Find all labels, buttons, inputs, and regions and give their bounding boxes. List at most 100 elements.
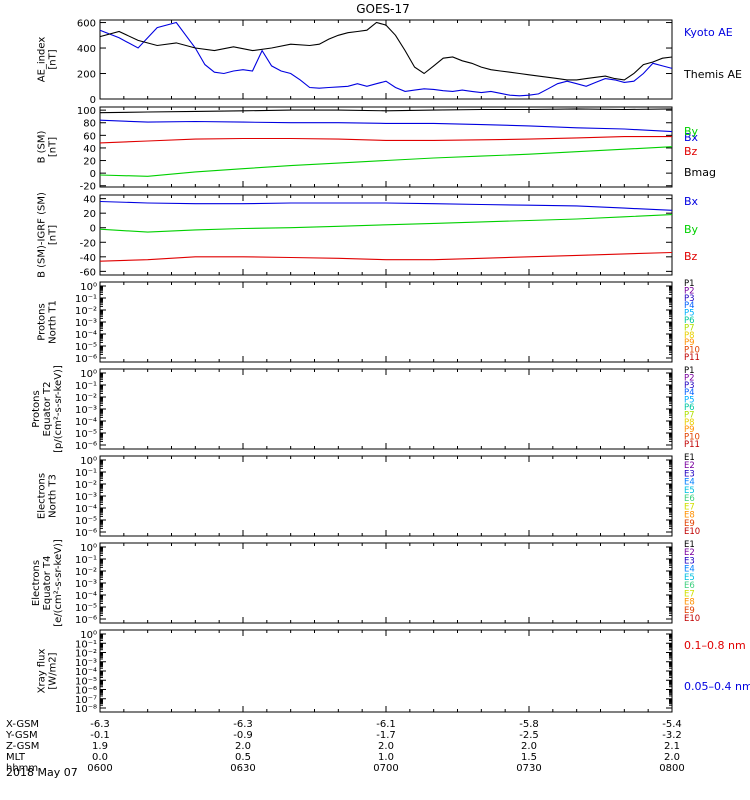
y-axis-label: [nT]: [48, 137, 59, 157]
y-tick-label: 10⁻⁶: [75, 528, 97, 539]
legend-entry: Bz: [684, 145, 698, 158]
legend-entry: P3: [684, 381, 695, 391]
y-axis-label: B (SM)-IGRF (SM): [37, 192, 48, 278]
plot-frame: [99, 368, 673, 450]
y-tick-label: -40: [80, 253, 96, 264]
y-tick-label: 10⁻⁵: [75, 429, 97, 440]
orbit-value: -1.7: [376, 730, 396, 741]
legend-entry: E8: [684, 598, 695, 608]
y-tick-label: 10⁻⁵: [75, 516, 97, 527]
y-tick-label: 200: [77, 70, 96, 81]
y-tick-label: 10⁻³: [75, 579, 97, 590]
y-tick-label: 10⁻²: [75, 567, 97, 578]
series-line-bx: [99, 119, 673, 133]
y-axis-label: B (SM): [37, 130, 48, 163]
y-tick-label: 10⁻³: [75, 658, 97, 669]
legend-entry: Bz: [684, 250, 698, 263]
y-tick-label: 10⁻²: [75, 306, 97, 317]
y-tick-label: 20: [83, 157, 96, 168]
x-axis-labels: X-GSM -6.3 -6.3 -6.1 -5.8 -5.4 Y-GSM -0.1 -0.9 -1…: [5, 719, 685, 774]
y-tick-label: 400: [77, 44, 96, 55]
legend-entry: Bx: [684, 195, 699, 208]
y-tick-label: -20: [80, 182, 96, 193]
plot-frame: [99, 281, 673, 363]
y-tick-label: 10⁻⁶: [75, 354, 97, 365]
legend-entry: P6: [684, 316, 695, 326]
y-tick-label: 10⁻³: [75, 492, 97, 503]
orbit-value: 2.0: [378, 741, 394, 752]
orbit-row-label: MLT: [6, 752, 26, 763]
legend-entry: Kyoto AE: [684, 26, 733, 39]
y-tick-label: 10⁻¹: [75, 555, 97, 566]
orbit-value: 1.9: [92, 741, 108, 752]
series-line-bz: [99, 251, 673, 262]
legend-entry: Bmag: [684, 166, 716, 179]
orbit-value: 1.5: [521, 752, 537, 763]
panel-4: Protons North T1 10⁰10⁻¹10⁻²10⁻³10⁻⁴10⁻⁵10…: [37, 279, 700, 365]
legend-entry: 0.1–0.8 nm: [684, 639, 746, 652]
series-line-bmag: [99, 108, 673, 114]
y-tick-label: 600: [77, 19, 96, 30]
y-tick-label: 10⁻³: [75, 318, 97, 329]
orbit-row-label: Z-GSM: [6, 741, 39, 752]
y-tick-label: 10⁻²: [75, 649, 97, 660]
plot-frame: [99, 629, 673, 713]
orbit-value: -5.4: [662, 719, 682, 730]
legend-entry: P1: [684, 279, 695, 289]
orbit-row-label: hhmm: [6, 763, 38, 774]
legend-entry: P11: [684, 353, 700, 363]
legend-entry: E4: [684, 478, 695, 488]
y-tick-label: 10⁻⁴: [75, 667, 97, 678]
orbit-value: 0630: [230, 763, 255, 774]
legend-entry: E8: [684, 511, 695, 521]
series-line-themis-ae: [99, 21, 673, 81]
legend-entry: P11: [684, 440, 700, 450]
y-tick-label: 10⁰: [80, 543, 97, 554]
y-tick-label: 10⁻¹: [75, 639, 97, 650]
y-tick-label: 40: [83, 195, 96, 206]
legend-entry: E7: [684, 589, 695, 599]
legend-entry: P1: [684, 366, 695, 376]
panel-7: Electrons Equator T4 [e/(cm²-s-sr-keV)] 10⁰…: [31, 539, 700, 627]
y-axis-label: Equator T2: [42, 382, 53, 437]
series-line-bx: [99, 200, 673, 211]
y-axis-label: Protons: [37, 303, 48, 340]
orbit-value: 2.0: [521, 741, 537, 752]
y-tick-label: 10⁻⁷: [75, 695, 97, 706]
panel-3: B (SM)-IGRF (SM) [nT] -60 -40 -20 0 20 40 Bx By Bz: [37, 192, 699, 278]
orbit-value: -0.9: [233, 730, 253, 741]
legend-entry: P5: [684, 309, 695, 319]
orbit-value: 2.0: [664, 752, 680, 763]
orbit-value: 0800: [659, 763, 684, 774]
y-tick-label: 10⁻⁶: [75, 686, 97, 697]
legend-entry: E1: [684, 540, 695, 550]
y-tick-label: 100: [77, 106, 96, 117]
orbit-row-label: X-GSM: [6, 719, 39, 730]
legend-entry: P5: [684, 396, 695, 406]
y-tick-label: 10⁻⁵: [75, 676, 97, 687]
chart-title: GOES-17: [356, 2, 410, 16]
legend-entry: P2: [684, 373, 695, 383]
legend-entry: E10: [684, 614, 700, 624]
legend-entry: P2: [684, 286, 695, 296]
series-line-by: [99, 214, 673, 233]
y-axis-label: [e/(cm²-s-sr-keV)]: [53, 539, 64, 627]
orbit-value: -6.3: [233, 719, 253, 730]
plot-frame: [99, 455, 673, 537]
legend-entry: P10: [684, 433, 700, 443]
orbit-value: -6.1: [376, 719, 396, 730]
orbit-value: -5.8: [519, 719, 539, 730]
y-tick-label: 10⁻⁸: [75, 704, 97, 715]
plot-frame: [99, 19, 673, 100]
legend-entry: By: [684, 223, 699, 236]
legend-entry: E1: [684, 453, 695, 463]
legend-entry: P9: [684, 338, 695, 348]
y-axis-label: [W/m2]: [48, 652, 59, 689]
y-tick-label: 20: [83, 209, 96, 220]
legend-entry: E6: [684, 581, 695, 591]
y-tick-label: 10⁻⁵: [75, 603, 97, 614]
y-tick-label: 0: [90, 224, 96, 235]
legend-entry: E5: [684, 573, 695, 583]
